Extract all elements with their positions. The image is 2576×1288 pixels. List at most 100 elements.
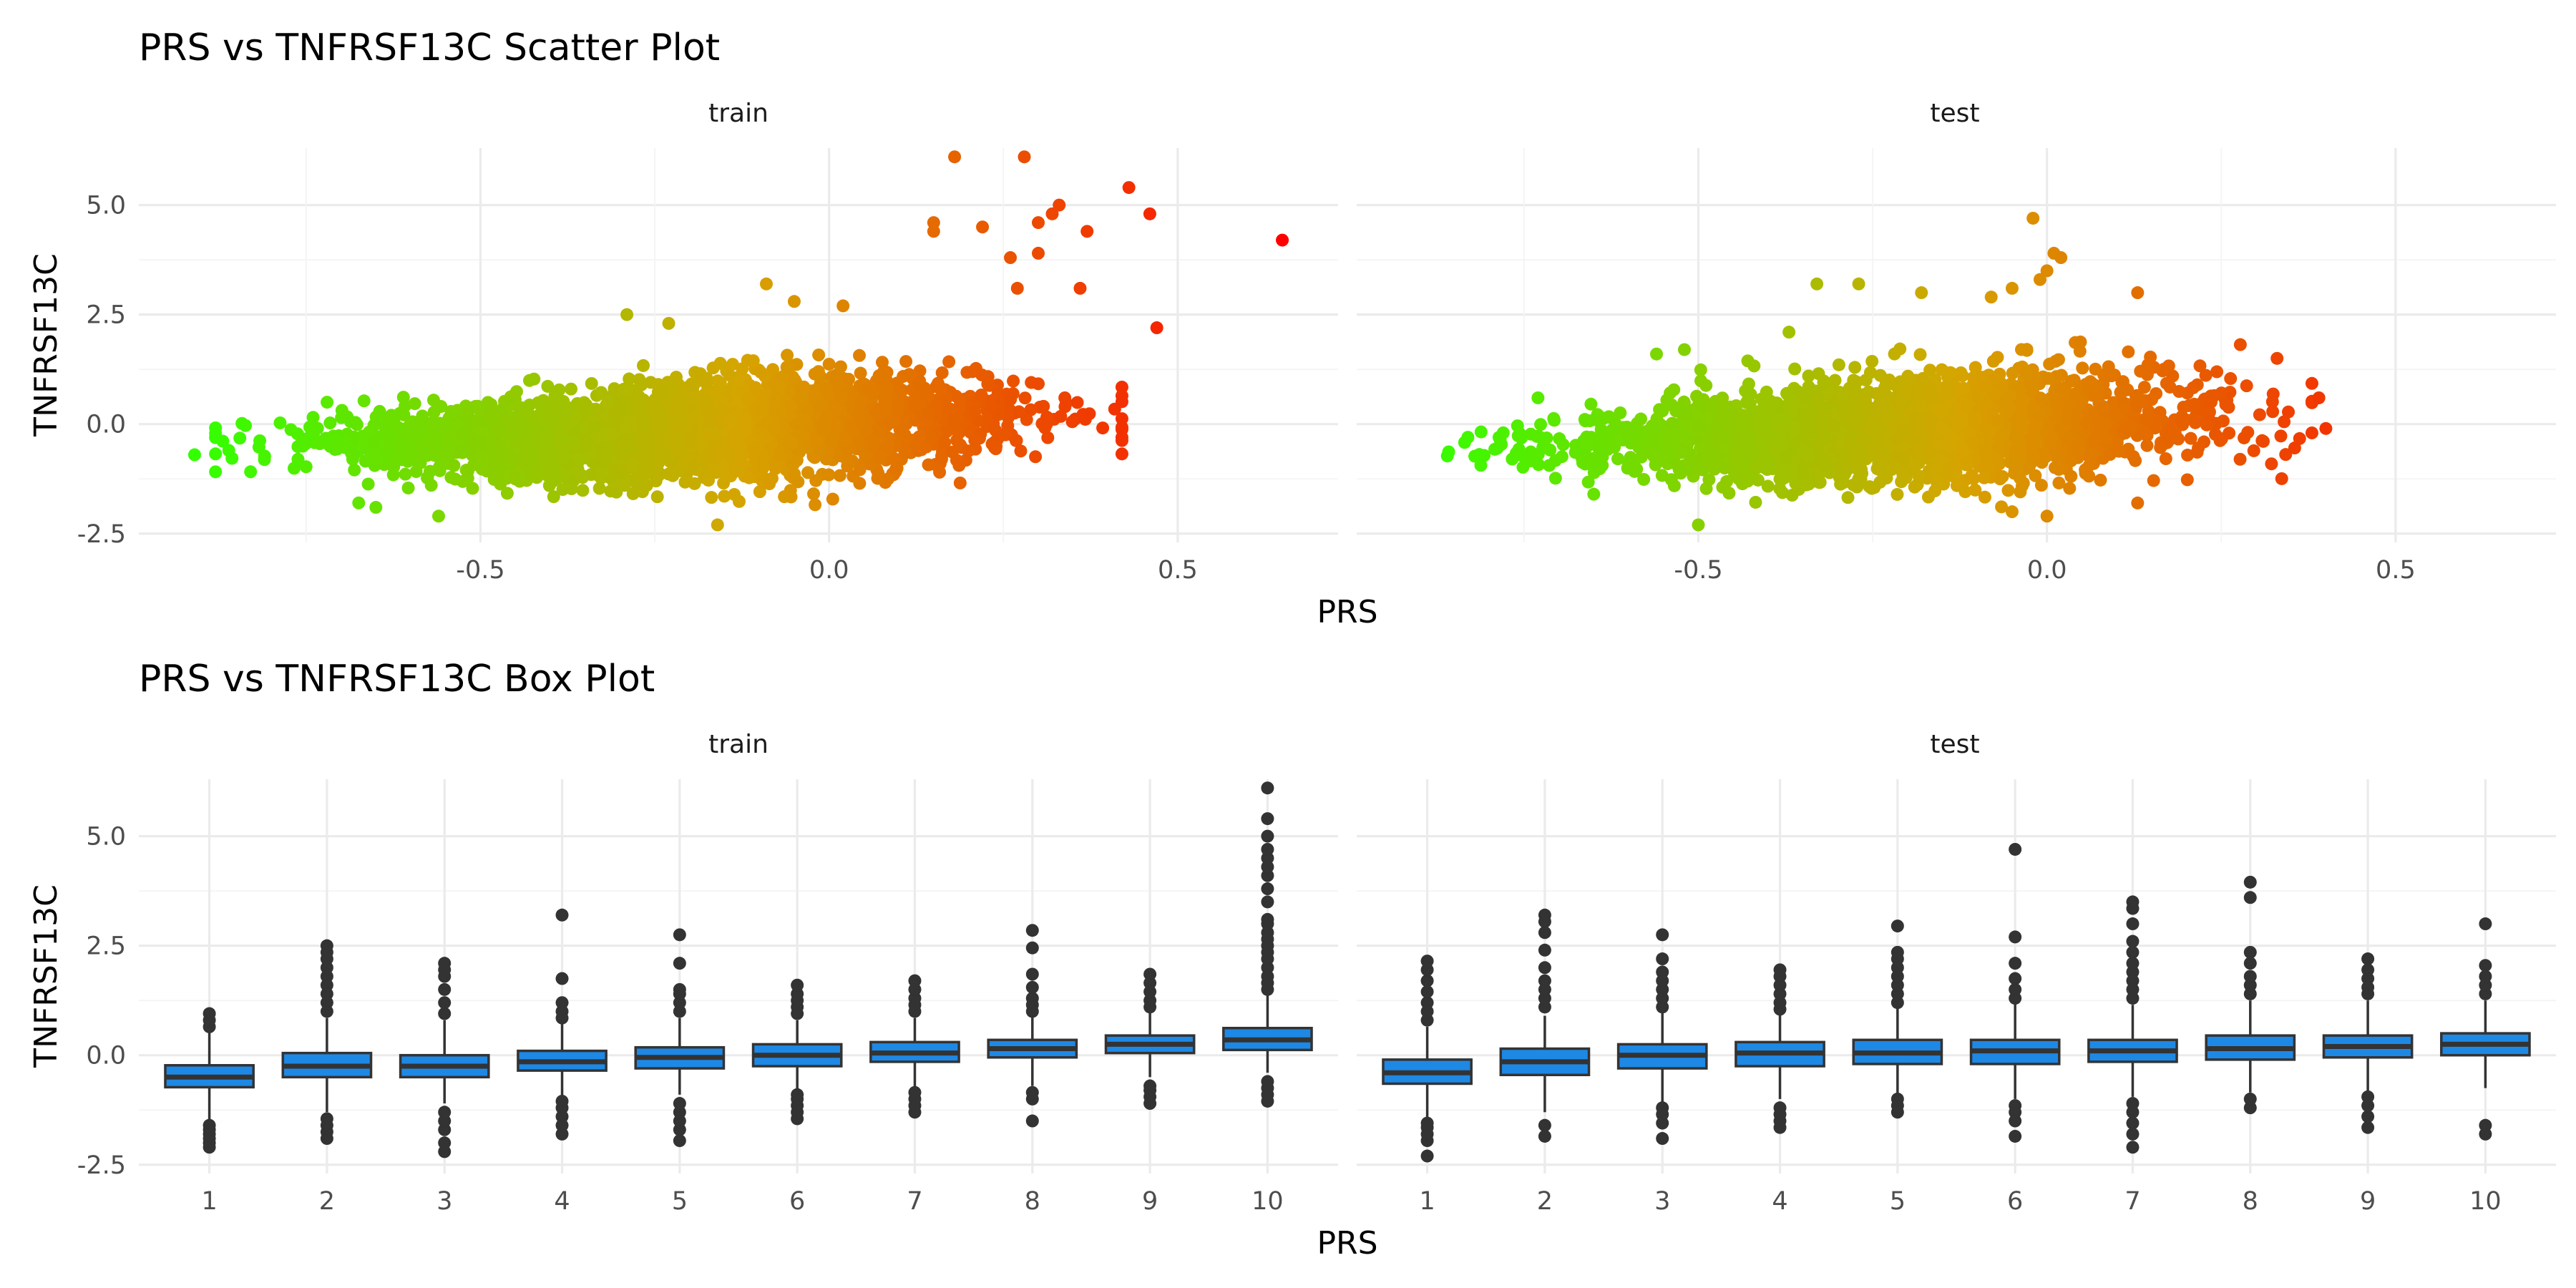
scatter-point <box>388 410 401 424</box>
scatter-point <box>809 498 822 512</box>
scatter-point <box>635 401 649 415</box>
scatter-point <box>1096 421 1110 435</box>
scatter-point <box>1122 181 1136 195</box>
scatter-point <box>2210 365 2224 379</box>
scatter-point <box>1018 391 1032 405</box>
scatter-point <box>428 436 441 450</box>
scatter-point <box>1007 374 1020 388</box>
scatter-point <box>1004 393 1018 406</box>
scatter-point <box>637 358 650 372</box>
scatter-point <box>728 488 741 502</box>
scatter-point <box>357 394 371 408</box>
scatter-point <box>1040 417 1053 431</box>
scatter-point <box>922 458 935 472</box>
scatter-point <box>209 426 223 440</box>
scatter-point <box>708 464 721 477</box>
scatter-point <box>1054 409 1068 423</box>
scatter-point <box>1115 434 1128 447</box>
scatter-point <box>580 435 593 449</box>
scatter-point <box>788 467 801 481</box>
scatter-point <box>595 466 609 479</box>
scatter-point <box>401 481 415 494</box>
scatter-point <box>1115 395 1128 409</box>
scatter-point <box>498 394 512 408</box>
scatter-point <box>822 357 836 371</box>
scatter-point <box>774 449 787 462</box>
scatter-x-tick-label: 0.5 <box>2376 556 2416 585</box>
scatter-point <box>942 355 956 369</box>
scatter-point <box>1083 407 1096 421</box>
scatter-point <box>2288 441 2301 455</box>
scatter-point <box>545 449 559 462</box>
scatter-point <box>547 469 561 482</box>
scatter-point <box>876 374 889 388</box>
scatter-point <box>461 407 474 421</box>
scatter-point <box>712 381 726 395</box>
scatter-y-tick-label: 0.0 <box>86 411 126 439</box>
scatter-point <box>1749 495 1762 509</box>
scatter-point <box>780 361 794 374</box>
scatter-point <box>755 402 769 416</box>
scatter-point <box>922 406 935 419</box>
scatter-point <box>427 406 441 419</box>
scatter-point <box>620 308 634 321</box>
scatter-point <box>373 404 386 418</box>
scatter-point <box>1029 450 1043 464</box>
scatter-point <box>931 376 945 390</box>
scatter-point <box>369 501 383 514</box>
scatter-point <box>447 459 461 472</box>
scatter-point <box>609 463 623 477</box>
scatter-point <box>723 369 736 382</box>
scatter-point <box>688 477 701 490</box>
scatter-point <box>2089 362 2102 376</box>
scatter-x-axis-title: PRS <box>1317 594 1377 630</box>
scatter-point <box>852 348 866 362</box>
scatter-point <box>778 490 791 504</box>
scatter-x-tick-label: -0.5 <box>456 556 504 585</box>
scatter-point <box>370 452 384 466</box>
scatter-panel-train: -2.50.02.55.0-0.5 0.0 0.5 <box>77 148 1338 585</box>
scatter-point <box>258 449 271 463</box>
scatter-point <box>399 467 412 481</box>
scatter-point <box>618 437 631 451</box>
scatter-point <box>1037 399 1050 413</box>
scatter-point <box>1568 446 1582 459</box>
scatter-y-tick-label: 5.0 <box>86 192 126 220</box>
scatter-point <box>618 479 632 492</box>
scatter-point <box>509 472 522 486</box>
scatter-point <box>658 451 672 464</box>
scatter-point <box>834 391 848 404</box>
scatter-point <box>814 444 827 458</box>
scatter-point <box>396 391 410 404</box>
scatter-point <box>854 366 867 380</box>
scatter-point <box>867 433 881 447</box>
scatter-point <box>209 465 223 479</box>
scatter-point <box>347 430 361 444</box>
scatter-point <box>287 462 301 475</box>
scatter-point <box>968 405 982 419</box>
scatter-point <box>992 408 1005 421</box>
scatter-point <box>2122 345 2135 358</box>
scatter-point <box>2180 473 2194 487</box>
scatter-y-tick-label: 2.5 <box>86 301 126 330</box>
scatter-point <box>1543 443 1557 457</box>
scatter-point <box>773 379 786 393</box>
scatter-point <box>1534 418 1548 431</box>
scatter-point <box>912 377 926 391</box>
scatter-point <box>306 411 320 424</box>
scatter-point <box>530 471 544 484</box>
scatter-x-tick-label: 0.5 <box>1158 556 1198 585</box>
scatter-point <box>352 496 366 509</box>
scatter-point <box>1065 415 1079 429</box>
scatter-point <box>1832 358 1845 371</box>
scatter-point <box>585 376 598 390</box>
scatter-point <box>670 396 683 409</box>
scatter-point <box>1741 354 1755 368</box>
scatter-x-tick-label: 0.0 <box>809 556 849 585</box>
scatter-point <box>1440 449 1454 463</box>
scatter-point <box>1004 251 1018 265</box>
scatter-point <box>592 482 606 495</box>
scatter-point <box>902 368 916 381</box>
scatter-point <box>781 348 794 362</box>
